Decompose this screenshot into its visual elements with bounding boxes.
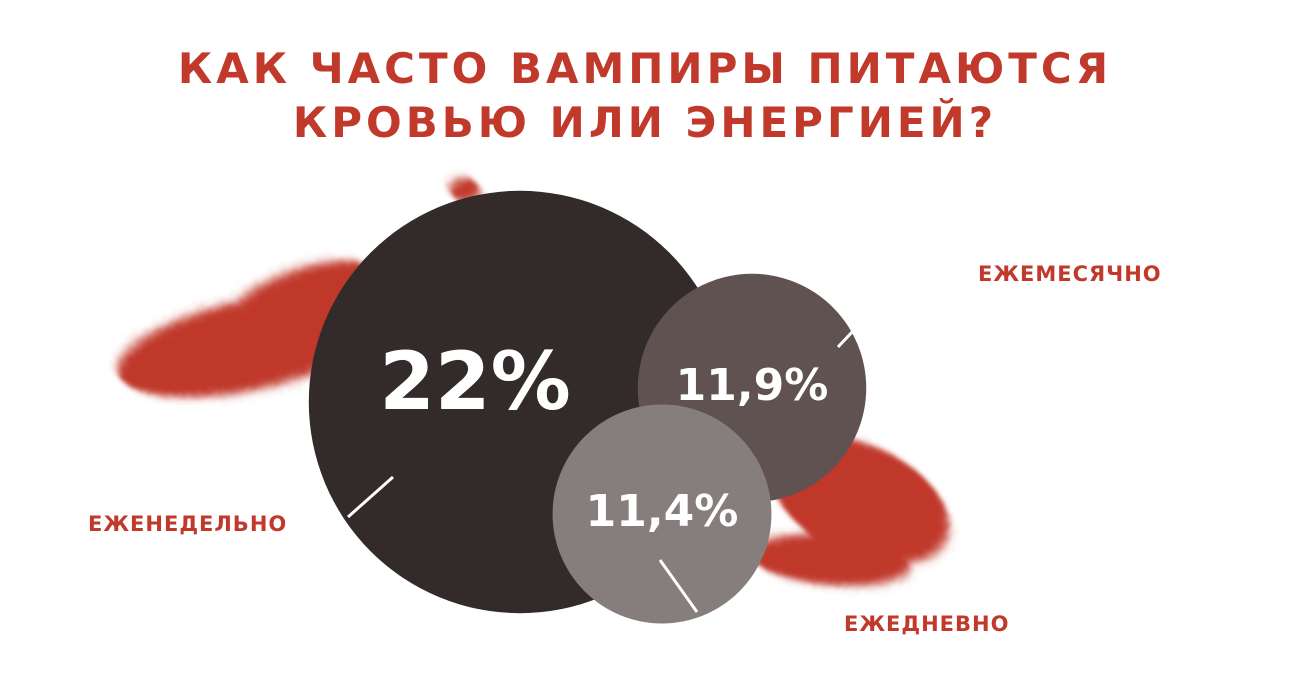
bubble (552, 404, 772, 624)
chart-title: КАК ЧАСТО ВАМПИРЫ ПИТАЮТСЯ КРОВЬЮ ИЛИ ЭН… (177, 44, 1113, 147)
category-label: ЕЖЕНЕДЕЛЬНО (88, 512, 287, 536)
pointer-line (347, 475, 394, 519)
category-label: ЕЖЕМЕСЯЧНО (978, 262, 1162, 286)
value-label: 22% (379, 335, 570, 428)
splatter (117, 178, 950, 586)
pointer-line (836, 313, 870, 349)
pointer-line (658, 559, 699, 613)
value-label: 11,9% (676, 360, 829, 411)
value-label: 11,4% (586, 486, 739, 537)
category-label: ЕЖЕДНЕВНО (844, 612, 1009, 636)
